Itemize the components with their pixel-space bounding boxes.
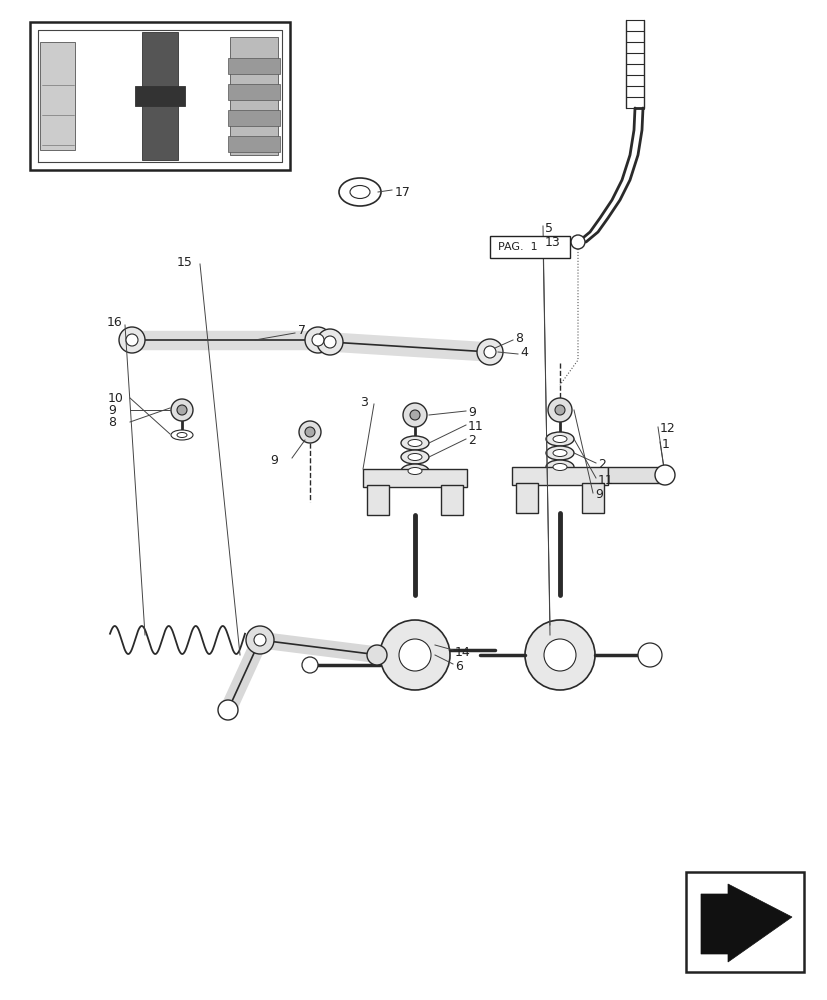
Ellipse shape [545,432,573,446]
Text: 9: 9 [595,488,602,502]
Ellipse shape [177,432,187,438]
Text: 7: 7 [298,324,306,336]
Circle shape [554,405,564,415]
Circle shape [304,327,331,353]
Text: 8: 8 [108,416,116,430]
Ellipse shape [545,446,573,460]
Circle shape [543,639,576,671]
Circle shape [409,410,419,420]
Circle shape [323,336,336,348]
Circle shape [638,643,662,667]
Circle shape [312,334,323,346]
Bar [227,110,280,126]
Bar [141,32,178,160]
Ellipse shape [552,436,566,442]
Ellipse shape [545,460,573,474]
Text: 8: 8 [514,332,523,344]
Bar [581,483,603,513]
Ellipse shape [400,450,428,464]
Ellipse shape [552,464,566,471]
Circle shape [547,398,571,422]
Bar [40,42,75,150]
Circle shape [126,334,138,346]
Text: PAG.  1: PAG. 1 [497,242,537,252]
Bar [511,467,607,485]
Bar [686,872,803,972]
Text: 12: 12 [659,422,675,434]
Text: 9: 9 [270,454,278,466]
Bar [230,37,278,155]
Text: 11: 11 [467,420,483,432]
Text: 11: 11 [597,474,613,487]
Circle shape [654,465,674,485]
Bar [490,236,569,258]
Circle shape [299,421,321,443]
Circle shape [571,235,585,249]
Circle shape [317,329,342,355]
Bar [227,84,280,100]
Ellipse shape [408,454,422,460]
Bar [362,469,466,487]
Ellipse shape [400,464,428,478]
Text: 9: 9 [108,404,116,418]
Text: 2: 2 [597,458,605,472]
Text: 2: 2 [467,434,476,446]
Circle shape [366,645,386,665]
Text: 5: 5 [544,222,552,235]
Text: 17: 17 [394,186,410,199]
Polygon shape [700,884,791,962]
Circle shape [218,700,237,720]
Circle shape [304,427,314,437]
Text: 9: 9 [467,406,476,418]
Ellipse shape [400,436,428,450]
Text: 10: 10 [108,392,124,406]
Text: 4: 4 [519,346,528,359]
Circle shape [403,403,427,427]
Circle shape [476,339,502,365]
Ellipse shape [408,468,422,475]
Circle shape [380,620,449,690]
Bar [227,58,280,74]
Text: 3: 3 [360,395,367,408]
Circle shape [524,620,595,690]
Circle shape [484,346,495,358]
Text: 15: 15 [177,255,193,268]
Bar [607,467,662,483]
Text: 13: 13 [544,235,560,248]
Text: 6: 6 [455,660,462,672]
Text: 16: 16 [107,316,122,328]
Bar [227,136,280,152]
Text: 14: 14 [455,646,471,658]
Circle shape [302,657,318,673]
Ellipse shape [171,430,193,440]
Bar [30,22,289,170]
Bar [515,483,538,513]
Text: 1: 1 [662,438,669,450]
Bar [441,485,462,515]
Circle shape [399,639,431,671]
Circle shape [254,634,265,646]
Circle shape [177,405,187,415]
Circle shape [171,399,193,421]
Ellipse shape [338,178,380,206]
Circle shape [119,327,145,353]
Ellipse shape [552,450,566,456]
Ellipse shape [408,440,422,446]
Ellipse shape [350,186,370,199]
Bar [366,485,389,515]
Bar [135,86,184,106]
Circle shape [246,626,274,654]
